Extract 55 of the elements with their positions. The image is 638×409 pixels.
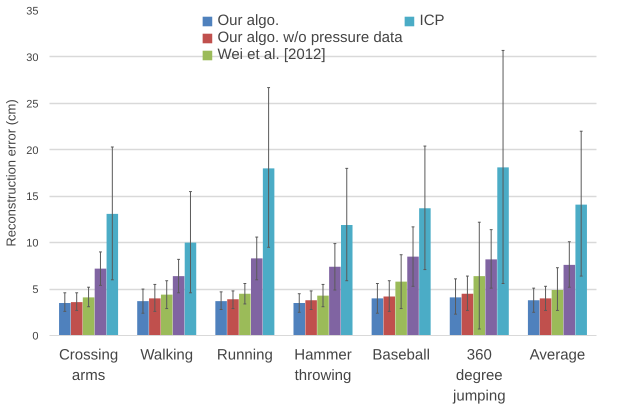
bar	[184, 242, 196, 336]
bar	[293, 303, 306, 336]
legend-label: ICP	[420, 12, 445, 29]
y-axis-title: Reconstruction error (cm)	[3, 99, 18, 247]
bar	[372, 298, 384, 336]
bar	[59, 303, 71, 336]
bar	[497, 167, 509, 336]
y-tick-label: 35	[26, 6, 39, 18]
bar	[250, 258, 262, 336]
bar	[329, 266, 341, 336]
bar	[172, 276, 184, 336]
bar	[528, 300, 540, 336]
bar	[450, 297, 462, 336]
bar	[215, 301, 227, 336]
bar	[552, 290, 564, 336]
y-tick-label: 25	[26, 98, 39, 110]
x-tick-label: Baseball	[372, 346, 430, 364]
x-tick-label: 360 degree jumping	[452, 346, 506, 404]
bar	[239, 294, 251, 336]
bar	[305, 300, 317, 336]
bar	[564, 264, 576, 336]
bar	[575, 204, 587, 336]
bar	[137, 301, 149, 336]
y-tick-label: 15	[26, 191, 39, 204]
bar	[395, 282, 407, 336]
legend-label: Wei et al. [2012]	[217, 46, 326, 63]
bar	[262, 168, 274, 336]
bar	[384, 296, 396, 336]
x-tick-label: Hammer throwing	[294, 346, 352, 384]
bar	[485, 259, 497, 336]
bar	[227, 299, 239, 336]
bar	[407, 256, 419, 336]
legend-label: Our algo. w/o pressure data	[217, 29, 403, 46]
y-tick-label: 10	[26, 238, 39, 250]
y-tick-label: 0	[32, 330, 39, 342]
bar	[106, 214, 118, 336]
bar	[82, 297, 94, 336]
bar	[540, 298, 552, 336]
bar	[149, 298, 161, 336]
x-tick-label: Average	[530, 346, 586, 364]
x-tick-label: Running	[216, 346, 273, 364]
x-tick-label: Crossing arms	[58, 346, 118, 384]
bar	[419, 208, 431, 336]
x-tick-label: Walking	[140, 346, 194, 364]
bar	[94, 268, 106, 336]
y-tick-label: 5	[32, 284, 39, 296]
bar	[70, 302, 82, 336]
legend-label: Our algo.	[217, 12, 280, 29]
bar	[340, 225, 353, 336]
bar	[474, 276, 486, 336]
y-tick-label: 20	[26, 144, 39, 157]
bar	[317, 296, 329, 336]
bar	[160, 294, 172, 336]
y-tick-label: 30	[26, 52, 39, 64]
bar	[462, 294, 474, 336]
